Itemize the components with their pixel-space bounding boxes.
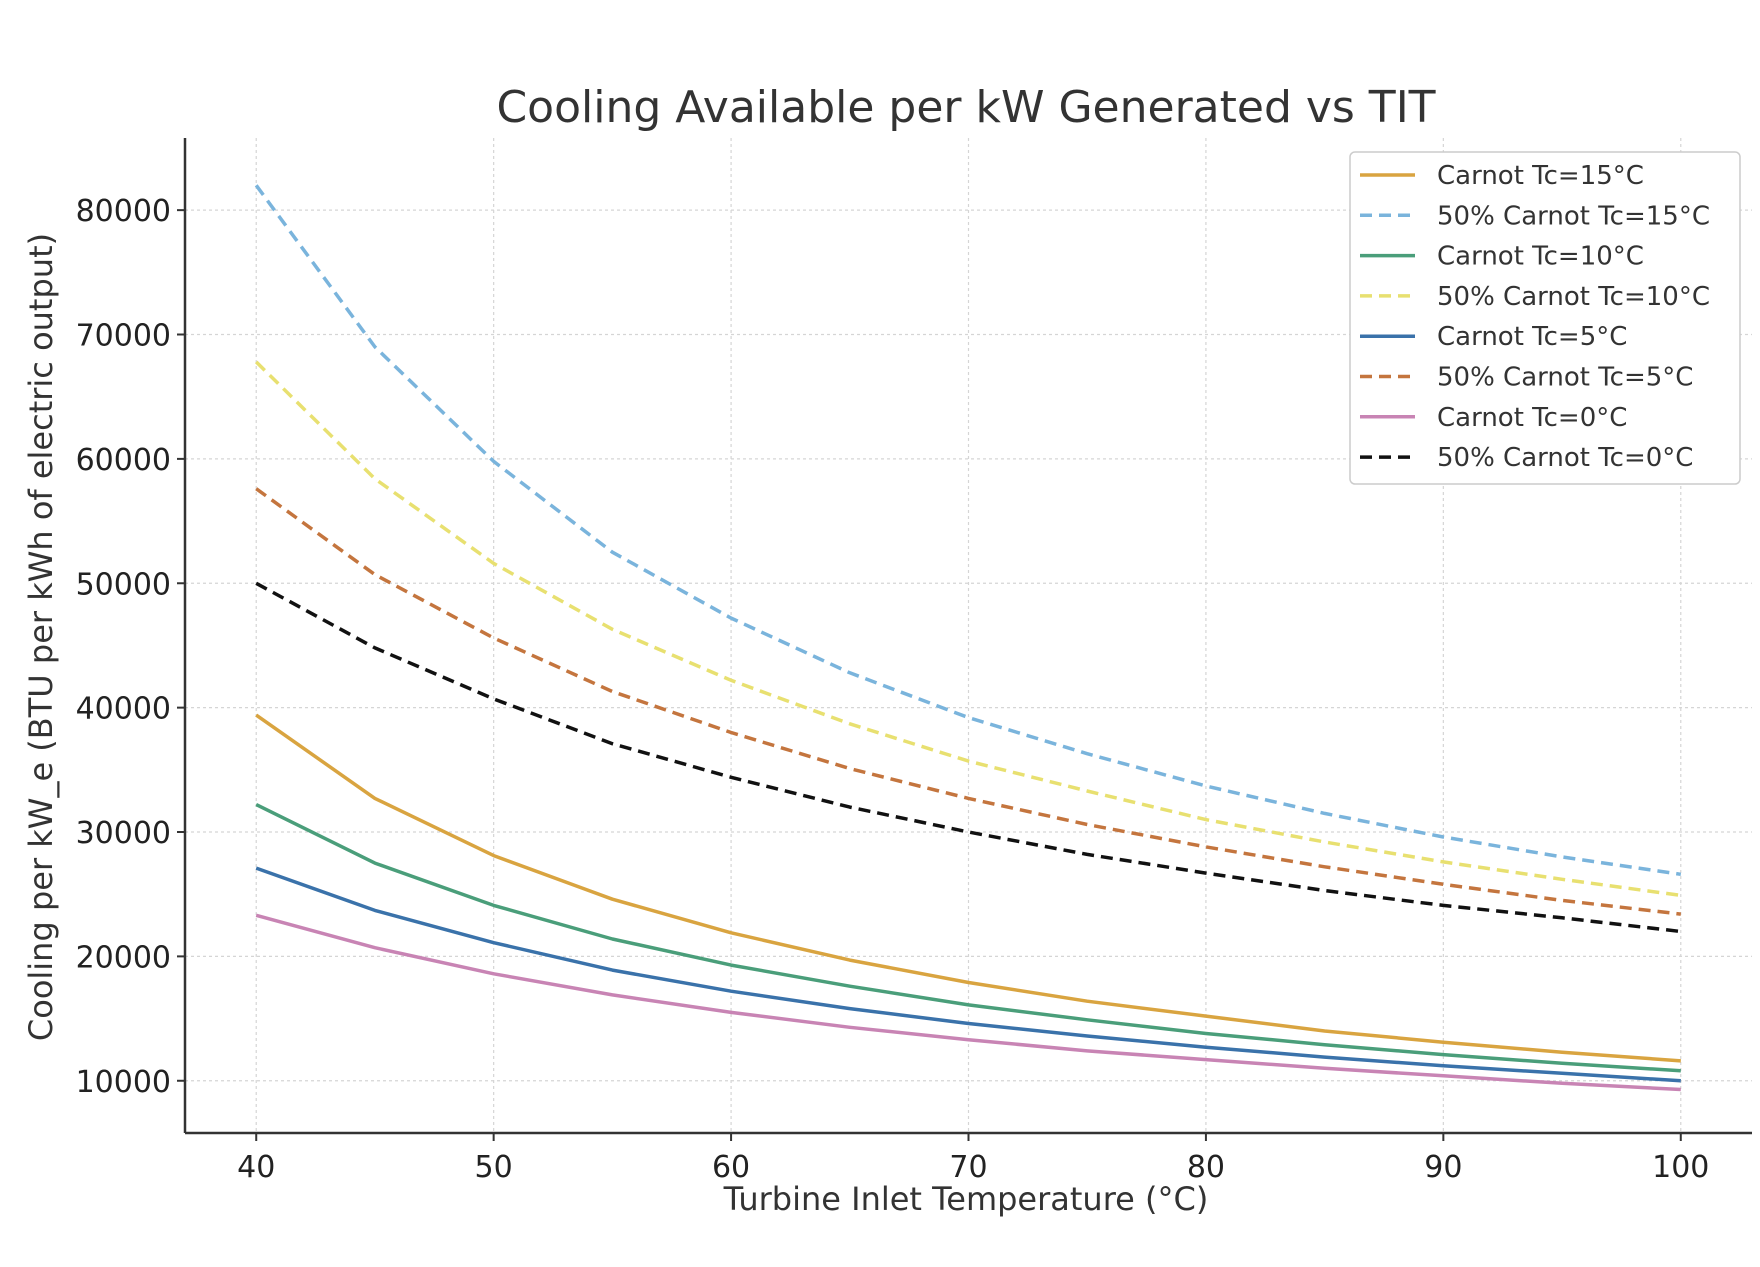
series-lines: [254, 184, 1682, 1092]
grid: [185, 138, 1752, 1133]
legend-label: 50% Carnot Tc=0°C: [1437, 443, 1693, 473]
x-tick-label: 70: [949, 1150, 987, 1185]
x-axis-ticks: 40 50 60 70 80 90 100: [237, 1133, 1709, 1185]
legend-label: 50% Carnot Tc=5°C: [1437, 363, 1693, 393]
legend-box: [1349, 151, 1741, 485]
series-line-carnot-tc-15c: [255, 713, 1681, 1063]
legend-label: 50% Carnot Tc=10°C: [1437, 282, 1710, 312]
legend: Carnot Tc=15°C 50% Carnot Tc=15°C Carnot T…: [1349, 151, 1741, 485]
x-axis-label: Turbine Inlet Temperature (°C): [723, 1180, 1209, 1218]
y-tick-label: 60000: [76, 443, 171, 478]
series-line-50pct-carnot-tc-0c: [255, 581, 1682, 934]
chart-title: Cooling Available per kW Generated vs TI…: [496, 82, 1435, 133]
y-axis-label: Cooling per kW_e (BTU per kWh of electri…: [22, 233, 60, 1041]
x-tick-label: 100: [1652, 1150, 1709, 1185]
x-tick-label: 40: [237, 1150, 275, 1185]
y-tick-label: 80000: [76, 194, 171, 229]
y-axis-ticks: 10000 20000 30000 40000 50000 60000 70000 80000: [76, 194, 185, 1100]
x-tick-label: 50: [475, 1150, 513, 1185]
x-tick-label: 90: [1424, 1150, 1462, 1185]
y-tick-label: 30000: [76, 816, 171, 851]
series-line-50pct-carnot-tc-5c: [255, 487, 1682, 916]
series-line-carnot-tc-0c: [255, 913, 1681, 1092]
series-line-50pct-carnot-tc-10c: [254, 360, 1682, 898]
y-tick-label: 10000: [76, 1065, 171, 1100]
legend-label: Carnot Tc=0°C: [1437, 403, 1627, 433]
legend-label: Carnot Tc=15°C: [1437, 161, 1644, 191]
series-line-50pct-carnot-tc-15c: [254, 184, 1682, 877]
x-tick-label: 80: [1187, 1150, 1225, 1185]
y-tick-label: 40000: [76, 692, 171, 727]
y-tick-label: 50000: [76, 567, 171, 602]
legend-label: Carnot Tc=5°C: [1437, 322, 1627, 352]
series-line-carnot-tc-10c: [255, 803, 1681, 1073]
y-tick-label: 20000: [76, 940, 171, 975]
y-tick-label: 70000: [76, 319, 171, 354]
legend-label: 50% Carnot Tc=15°C: [1437, 201, 1710, 231]
legend-label: Carnot Tc=10°C: [1437, 242, 1644, 272]
x-tick-label: 60: [712, 1150, 750, 1185]
series-line-carnot-tc-5c: [255, 866, 1681, 1083]
